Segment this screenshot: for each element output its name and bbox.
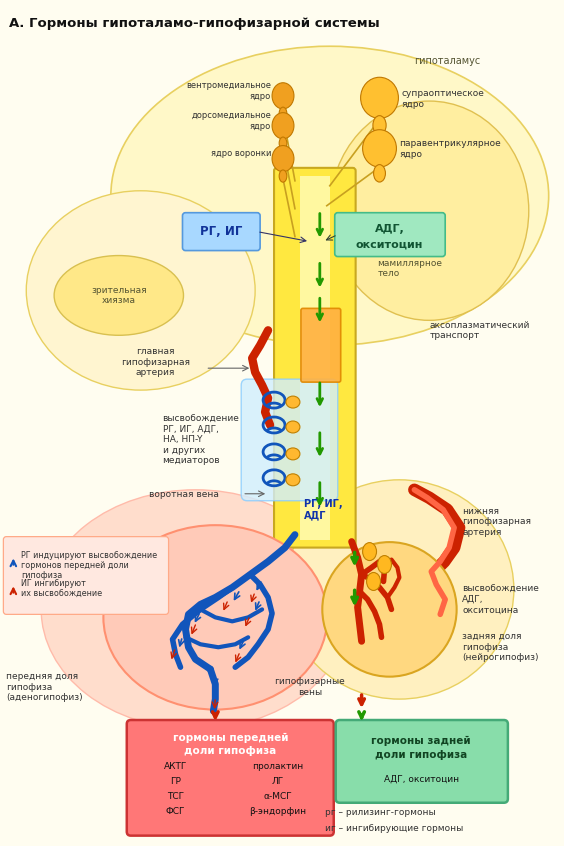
- Ellipse shape: [367, 573, 381, 591]
- Text: ГР: ГР: [170, 777, 181, 786]
- Text: вентромедиальное
ядро: вентромедиальное ядро: [186, 81, 271, 101]
- Text: ЛГ: ЛГ: [272, 777, 284, 786]
- Text: мамиллярное
тело: мамиллярное тело: [377, 259, 443, 278]
- Text: РГ, ИГ,
АДГ: РГ, ИГ, АДГ: [304, 499, 342, 520]
- Text: гипоталамус: гипоталамус: [415, 56, 481, 66]
- FancyBboxPatch shape: [274, 168, 356, 547]
- Text: доли гипофиза: доли гипофиза: [375, 750, 468, 760]
- FancyBboxPatch shape: [335, 212, 445, 256]
- Text: передняя доля
гипофиза
(аденогипофиз): передняя доля гипофиза (аденогипофиз): [6, 673, 83, 702]
- Text: АКТГ: АКТГ: [164, 762, 187, 772]
- FancyBboxPatch shape: [127, 720, 334, 836]
- Ellipse shape: [27, 190, 255, 390]
- FancyBboxPatch shape: [301, 309, 341, 382]
- Ellipse shape: [363, 542, 377, 561]
- Ellipse shape: [373, 165, 385, 182]
- Ellipse shape: [272, 113, 294, 139]
- Ellipse shape: [279, 107, 287, 119]
- Ellipse shape: [286, 448, 300, 460]
- Text: ТСГ: ТСГ: [167, 792, 184, 801]
- Text: главная
гипофизарная
артерия: главная гипофизарная артерия: [121, 348, 190, 377]
- Ellipse shape: [54, 255, 183, 335]
- Text: пролактин: пролактин: [253, 762, 303, 772]
- Ellipse shape: [285, 480, 514, 699]
- Ellipse shape: [272, 146, 294, 172]
- Text: рг – рилизинг-гормоны: рг – рилизинг-гормоны: [325, 808, 435, 817]
- Ellipse shape: [377, 556, 391, 574]
- FancyBboxPatch shape: [241, 379, 338, 501]
- Text: АДГ,: АДГ,: [374, 223, 404, 233]
- Ellipse shape: [272, 83, 294, 109]
- Text: гормоны передней: гормоны передней: [173, 733, 288, 743]
- Text: А. Гормоны гипоталамо-гипофизарной системы: А. Гормоны гипоталамо-гипофизарной систе…: [10, 17, 380, 30]
- Text: высвобождение
РГ, ИГ, АДГ,
НА, НП-Y
и других
медиаторов: высвобождение РГ, ИГ, АДГ, НА, НП-Y и др…: [162, 415, 240, 465]
- Ellipse shape: [322, 542, 457, 677]
- FancyBboxPatch shape: [3, 536, 169, 614]
- FancyBboxPatch shape: [336, 720, 508, 803]
- Ellipse shape: [373, 116, 386, 135]
- Ellipse shape: [330, 101, 529, 321]
- Text: ядро воронки: ядро воронки: [211, 150, 271, 158]
- Text: β-эндорфин: β-эндорфин: [249, 807, 307, 816]
- Ellipse shape: [279, 137, 287, 149]
- Bar: [300, 176, 310, 540]
- Text: α-МСГ: α-МСГ: [263, 792, 292, 801]
- Text: зрительная
хиязма: зрительная хиязма: [91, 286, 147, 305]
- Text: окситоцин: окситоцин: [356, 239, 423, 250]
- Text: РГ индуцируют высвобождение
гормонов передней доли
гипофиза: РГ индуцируют высвобождение гормонов пер…: [21, 551, 157, 580]
- FancyBboxPatch shape: [183, 212, 260, 250]
- Bar: [320, 176, 330, 540]
- Bar: [310, 176, 320, 540]
- Ellipse shape: [286, 396, 300, 408]
- Text: ИГ ингибируют
их высвобождение: ИГ ингибируют их высвобождение: [21, 580, 103, 599]
- Text: нижняя
гипофизарная
артерия: нижняя гипофизарная артерия: [462, 507, 531, 536]
- Text: РГ, ИГ: РГ, ИГ: [200, 225, 243, 238]
- Text: АДГ, окситоцин: АДГ, окситоцин: [384, 774, 459, 783]
- Ellipse shape: [279, 170, 287, 182]
- Text: доли гипофиза: доли гипофиза: [184, 746, 276, 756]
- Text: аксоплазматический
транспорт: аксоплазматический транспорт: [429, 321, 530, 340]
- Ellipse shape: [103, 525, 327, 710]
- Text: гипофизарные
вены: гипофизарные вены: [275, 678, 345, 697]
- Ellipse shape: [286, 421, 300, 433]
- Text: гормоны задней: гормоны задней: [372, 736, 471, 746]
- Text: паравентрикулярное
ядро: паравентрикулярное ядро: [399, 140, 501, 158]
- Text: иг – ингибирующие гормоны: иг – ингибирующие гормоны: [325, 824, 463, 833]
- Text: супраоптическое
ядро: супраоптическое ядро: [402, 90, 484, 109]
- Text: задняя доля
гипофиза
(нейрогипофиз): задняя доля гипофиза (нейрогипофиз): [462, 632, 539, 662]
- Ellipse shape: [41, 490, 350, 729]
- Text: воротная вена: воротная вена: [149, 491, 218, 499]
- Ellipse shape: [363, 129, 396, 168]
- Ellipse shape: [360, 77, 398, 118]
- Text: ФСГ: ФСГ: [166, 807, 186, 816]
- Text: высвобождение
АДГ,
окситоцина: высвобождение АДГ, окситоцина: [462, 585, 539, 614]
- Text: дорсомедиальное
ядро: дорсомедиальное ядро: [191, 112, 271, 130]
- Ellipse shape: [111, 47, 549, 345]
- Ellipse shape: [286, 474, 300, 486]
